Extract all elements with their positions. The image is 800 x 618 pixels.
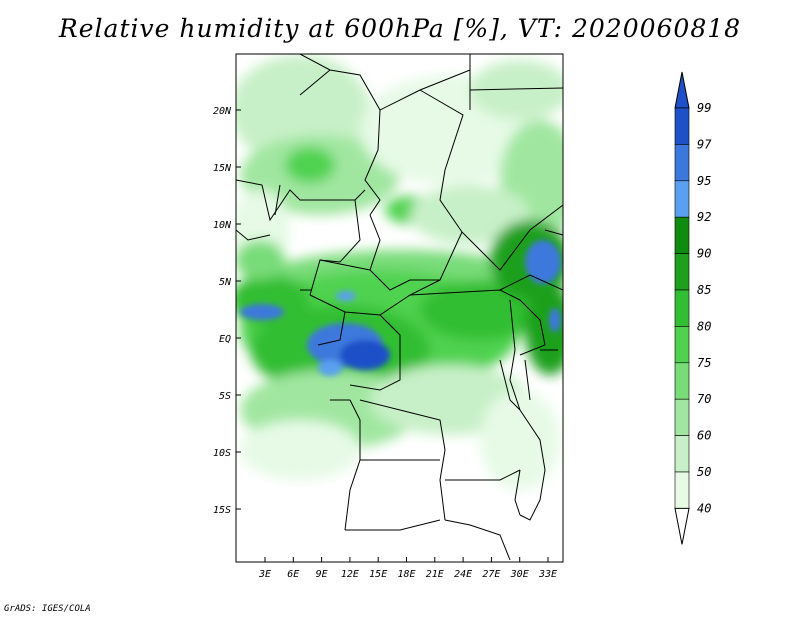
lon-label: 6E: [287, 569, 299, 580]
lon-label: 33E: [538, 569, 557, 580]
map-title: Relative humidity at 600hPa [%], VT: 202…: [58, 14, 742, 43]
lat-labels: 20N 15N 10N 5N EQ 5S 10S 15S: [213, 106, 232, 516]
colorbar-band: [674, 144, 690, 182]
colorbar-label: 99: [697, 101, 711, 115]
lon-label: 3E: [258, 569, 271, 580]
lon-label: 15E: [369, 569, 387, 580]
lat-label: 5S: [219, 391, 231, 402]
colorbar-band: [674, 398, 690, 436]
lon-label: 27E: [482, 569, 500, 580]
colorbar-top-arrow: [674, 71, 690, 109]
colorbar-label: 60: [697, 429, 711, 443]
colorbar-label: 97: [697, 137, 712, 151]
colorbar-label: 50: [697, 465, 711, 479]
colorbar-label: 40: [697, 501, 711, 515]
lon-label: 21E: [426, 569, 444, 580]
lat-label: 10N: [213, 220, 232, 231]
colorbar-band: [674, 180, 690, 218]
lat-label: 15S: [213, 505, 231, 516]
colorbar-label: 80: [697, 319, 711, 333]
colorbar-label: 90: [697, 247, 711, 261]
lon-label: 18E: [397, 569, 415, 580]
colorbar-band: [674, 216, 690, 254]
grads-credit: GrADS: IGES/COLA: [4, 604, 91, 614]
lat-label: 10S: [213, 448, 231, 459]
map-frame: [235, 53, 564, 563]
colorbar-label: 75: [697, 356, 711, 370]
lon-label: 24E: [454, 569, 472, 580]
colorbar-band: [674, 289, 690, 327]
colorbar-band: [674, 107, 690, 145]
colorbar-bottom-arrow: [674, 507, 690, 545]
colorbar-label: 70: [697, 392, 711, 406]
lon-label: 9E: [316, 569, 328, 580]
lat-label: 20N: [213, 106, 232, 117]
country-borders: [236, 54, 563, 561]
colorbar-band: [674, 362, 690, 400]
axis-ticks: [236, 109, 549, 562]
colorbar-band: [674, 435, 690, 473]
lon-labels: 3E 6E 9E 12E 15E 18E 21E 24E 27E 30E 33E: [258, 569, 557, 580]
humidity-field: [236, 54, 563, 562]
colorbar-label: 85: [697, 283, 711, 297]
lon-label: 30E: [510, 569, 529, 580]
lat-label: 5N: [219, 277, 232, 288]
colorbar-label: 92: [697, 210, 711, 224]
colorbar-band: [674, 471, 690, 509]
colorbar-band: [674, 253, 690, 291]
colorbar: 99 97 95 92 90 85 80 75 70 60 50 40: [674, 71, 712, 545]
colorbar-band: [674, 326, 690, 364]
lat-label: 15N: [213, 163, 232, 174]
colorbar-label: 95: [697, 174, 711, 188]
lat-label: EQ: [219, 334, 231, 345]
lon-label: 12E: [341, 569, 359, 580]
